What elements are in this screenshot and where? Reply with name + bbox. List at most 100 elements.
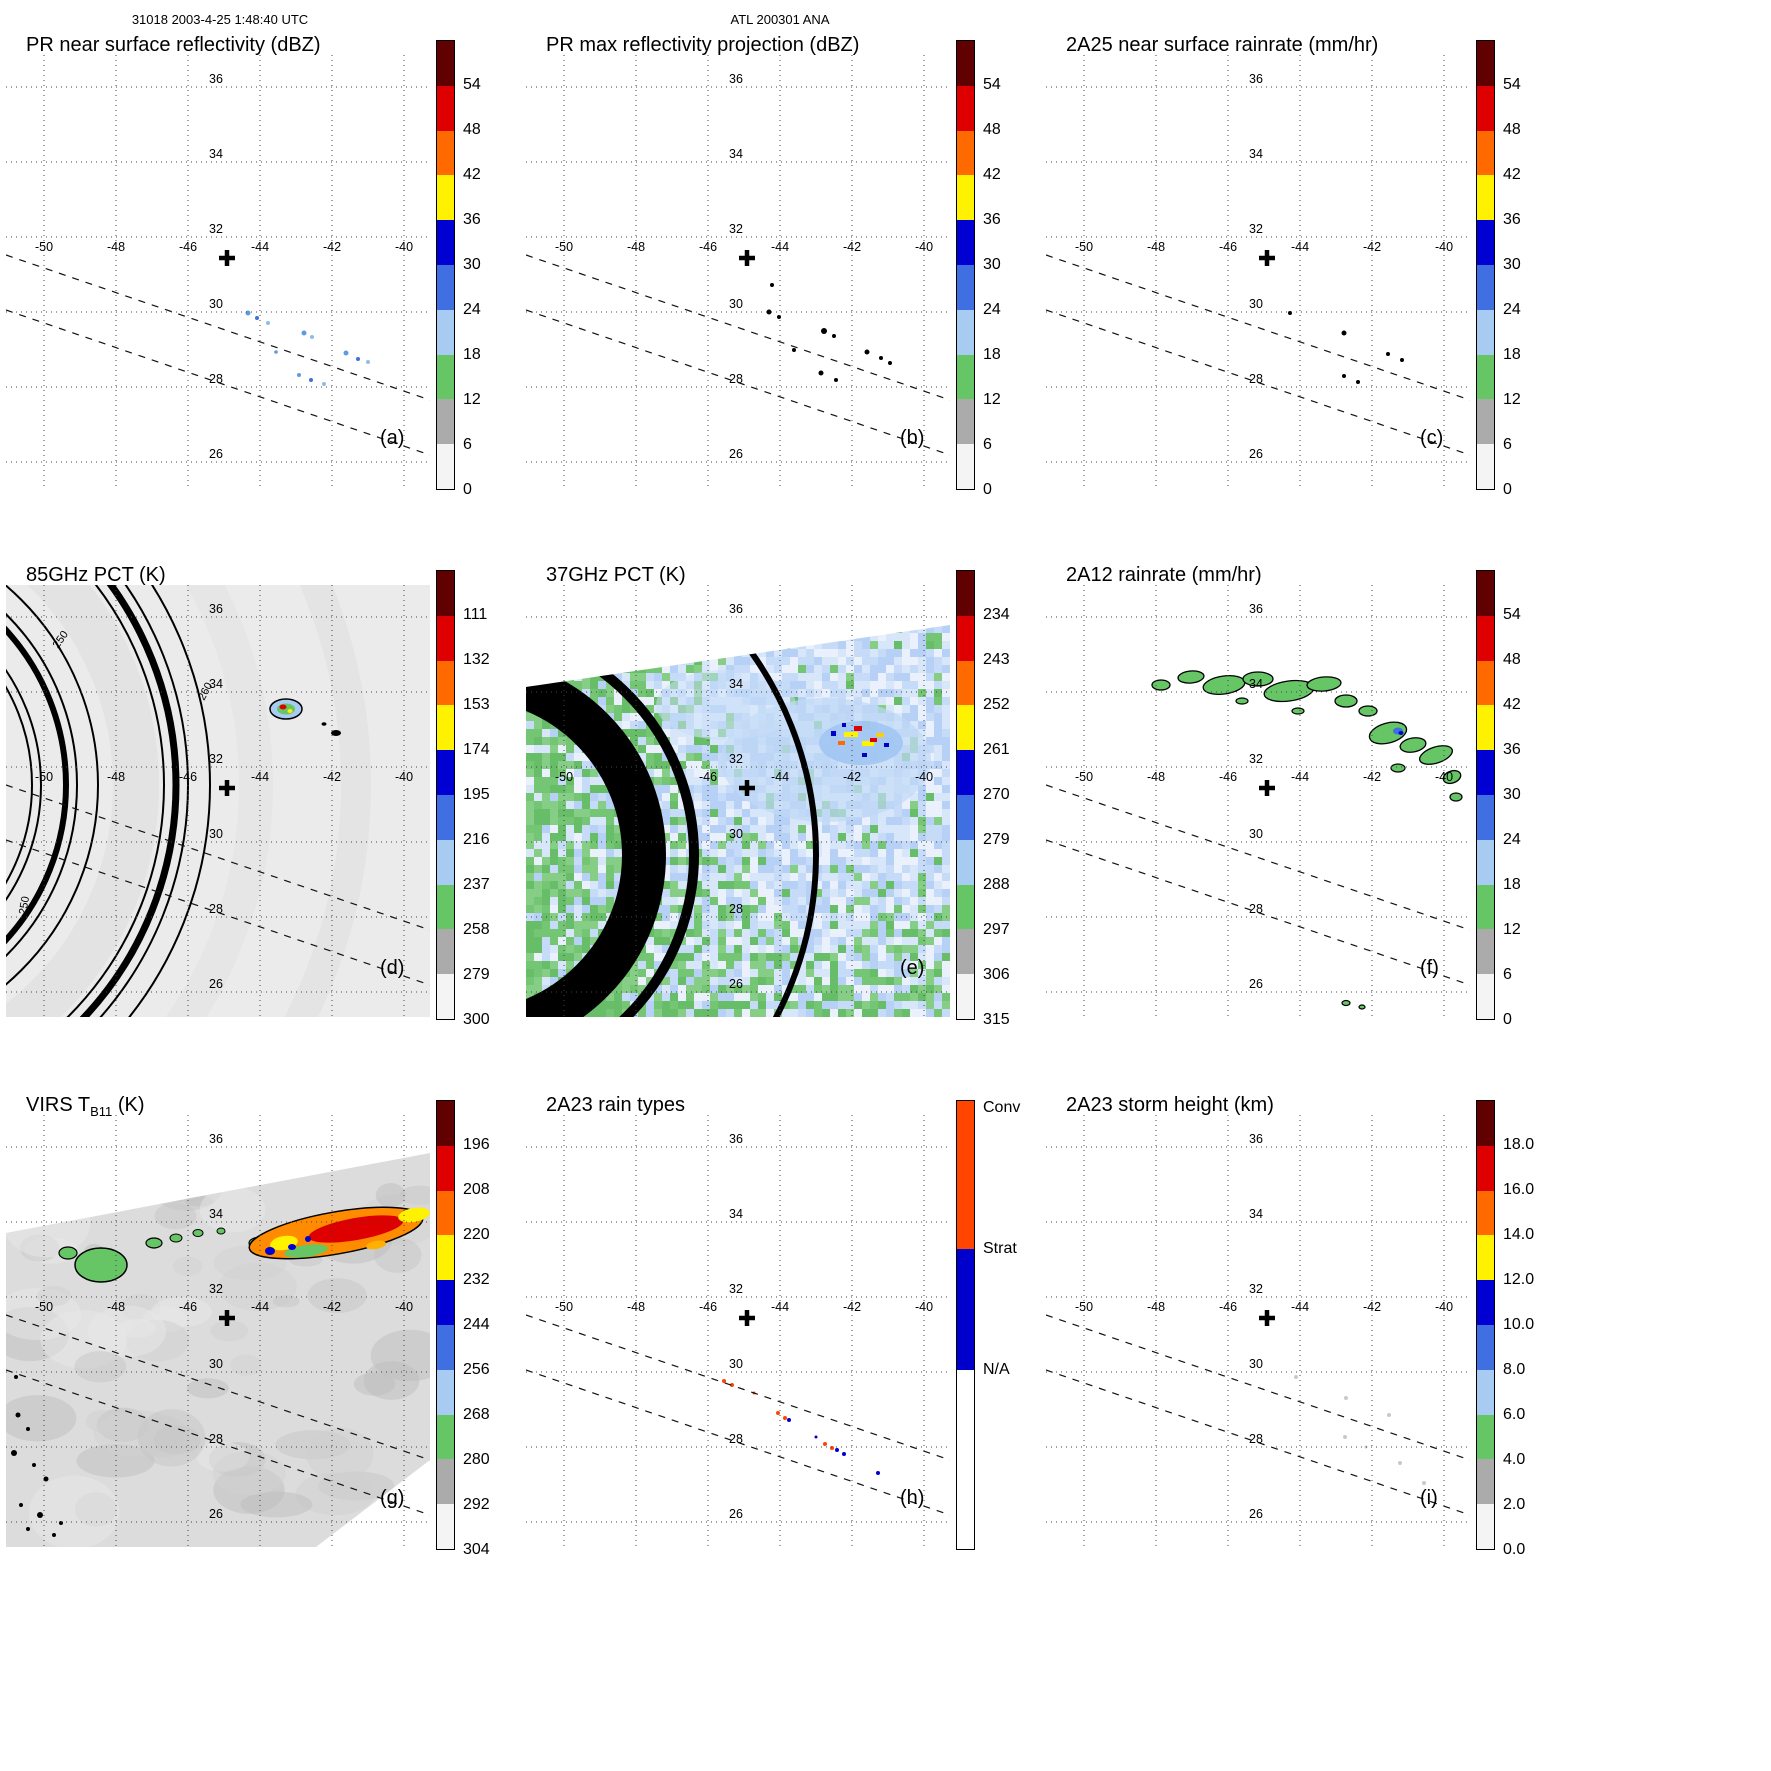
map-grid	[1046, 55, 1470, 487]
colorbar-tick-label: 6	[1503, 966, 1512, 983]
contour-arc	[6, 612, 78, 958]
contour-arc	[127, 585, 211, 1017]
feature-blob	[1202, 674, 1246, 696]
colorbar-tick-label: 18	[463, 346, 481, 363]
feature-blob	[192, 1229, 204, 1237]
feature-blob	[145, 1237, 163, 1249]
colorbar-tick-label: 196	[463, 1136, 490, 1153]
colorbar	[1476, 1100, 1495, 1550]
feature-blob	[1449, 792, 1463, 802]
lat-label: 28	[1249, 372, 1263, 386]
lat-label: 36	[729, 1132, 743, 1146]
lat-label: 36	[1249, 1132, 1263, 1146]
map-area: 36 34 32 30 28 26 -50 -48 -46 -44 -42 -40 (i)	[1046, 1115, 1470, 1547]
map-area: 36 34 32 30 28 26 -50 -48 -46 -44 -42 -40 (f)	[1046, 585, 1470, 1017]
colorbar-segment	[437, 705, 454, 751]
lat-label: 30	[209, 297, 223, 311]
colorbar-segment	[437, 220, 454, 265]
contour-arc	[66, 585, 165, 1017]
feature-pixel	[862, 741, 874, 746]
echo-pixel	[1343, 1435, 1347, 1439]
colorbar-tick-label: 237	[463, 876, 490, 893]
lon-label: -48	[1147, 770, 1165, 784]
colorbar-tick-label: 54	[1503, 606, 1521, 623]
lon-label: -42	[1363, 1300, 1381, 1314]
colorbar-segment	[437, 264, 454, 310]
panel-b: PR max reflectivity projection (dBZ) 36 3…	[520, 0, 1040, 530]
swath-edge-lines	[1046, 1314, 1470, 1516]
panel-title: 2A23 rain types	[546, 1094, 685, 1117]
lat-label: 30	[729, 827, 743, 841]
colorbar-tick-label: 42	[983, 166, 1001, 183]
map-grid	[526, 585, 950, 1017]
echo-pixel	[43, 1476, 49, 1482]
colorbar-segment	[957, 974, 974, 1019]
panel-d: 85GHz PCT (K) 250 260 250 36 34 32 30 28 26 -50 -4…	[0, 530, 520, 1060]
panel-title-text: PR near surface reflectivity (dBZ)	[26, 34, 321, 56]
feature-blob	[265, 1247, 275, 1255]
colorbar-tick-label: Strat	[983, 1239, 1017, 1257]
lat-label: 36	[1249, 72, 1263, 86]
colorbar-segment	[1477, 1145, 1494, 1191]
colorbar-segment	[957, 130, 974, 176]
map-canvas: 36 34 32 30 28 26 -50 -48 -46 -44 -42 -40	[6, 1115, 430, 1547]
swath-edge-lines	[526, 1314, 950, 1516]
lat-label: 28	[729, 372, 743, 386]
colorbar-segment	[437, 1369, 454, 1415]
swath-edge-lines	[526, 254, 950, 456]
colorbar-tick-label: 48	[1503, 651, 1521, 668]
colorbar-tick-label: 54	[1503, 76, 1521, 93]
colorbar-tick-label: 18	[1503, 876, 1521, 893]
panel-letter: (a)	[380, 427, 405, 449]
map-grid	[526, 1115, 950, 1547]
echo-pixel	[821, 328, 827, 334]
colorbar-tick-label: 8.0	[1503, 1361, 1526, 1378]
lon-label: -46	[179, 1300, 197, 1314]
colorbar-segment	[1477, 1190, 1494, 1236]
panel-title-subscript: B11	[90, 1104, 113, 1119]
colorbar-tick-label: 195	[463, 786, 490, 803]
lon-label: -44	[771, 240, 789, 254]
panel-letter: (h)	[900, 1487, 925, 1509]
map-area: 36 34 32 30 28 26 -50 -48 -46 -44 -42 -40 (h)	[526, 1115, 950, 1547]
colorbar-tick-label: 48	[983, 121, 1001, 138]
geo-labels: 36 34 32 30 28 26 -50 -48 -46 -44 -42 -40	[555, 1132, 933, 1521]
feature-pixel	[854, 726, 862, 731]
lon-label: -44	[251, 1300, 269, 1314]
panel-title: PR near surface reflectivity (dBZ)	[26, 34, 321, 57]
echo-pixel	[730, 1383, 734, 1387]
feature-blob	[1341, 999, 1351, 1007]
colorbar-tick-label: 111	[463, 606, 488, 623]
echo-pixel	[879, 356, 883, 360]
panel-title-text: VIRS T	[26, 1094, 91, 1116]
lat-label: 30	[729, 297, 743, 311]
storm-center-cross	[219, 250, 235, 266]
contour-arc	[526, 625, 819, 1017]
colorbar-tick-label: 12.0	[1503, 1271, 1535, 1288]
colorbar-tick-label: 24	[1503, 301, 1521, 318]
contour-arc	[526, 625, 699, 1017]
echo-pixel	[1342, 374, 1346, 378]
lat-label: 34	[209, 147, 223, 161]
feature-blob	[58, 1246, 78, 1260]
colorbar-segment	[437, 354, 454, 400]
lon-label: -42	[323, 770, 341, 784]
colorbar-segment	[437, 660, 454, 706]
colorbar-segment	[957, 929, 974, 975]
colorbar-tick-label: 153	[463, 696, 490, 713]
feature-blob	[1398, 731, 1404, 735]
colorbar-tick-label: 4.0	[1503, 1451, 1526, 1468]
lon-label: -40	[395, 1300, 413, 1314]
geo-labels: 36 34 32 30 28 26 -50 -48 -46 -44 -42 -40	[555, 602, 933, 991]
scan-texture-arc	[165, 585, 273, 1017]
echo-pixel	[823, 1442, 827, 1446]
feature-blob	[331, 730, 341, 736]
colorbar-tick-label: 30	[463, 256, 481, 273]
lat-label: 30	[209, 827, 223, 841]
colorbar-tick-label: 36	[983, 211, 1001, 228]
colorbar	[956, 40, 975, 490]
colorbar-tick-label: 261	[983, 741, 1010, 758]
lat-label: 28	[1249, 1432, 1263, 1446]
lon-label: -44	[251, 770, 269, 784]
lat-label: 32	[1249, 1282, 1263, 1296]
